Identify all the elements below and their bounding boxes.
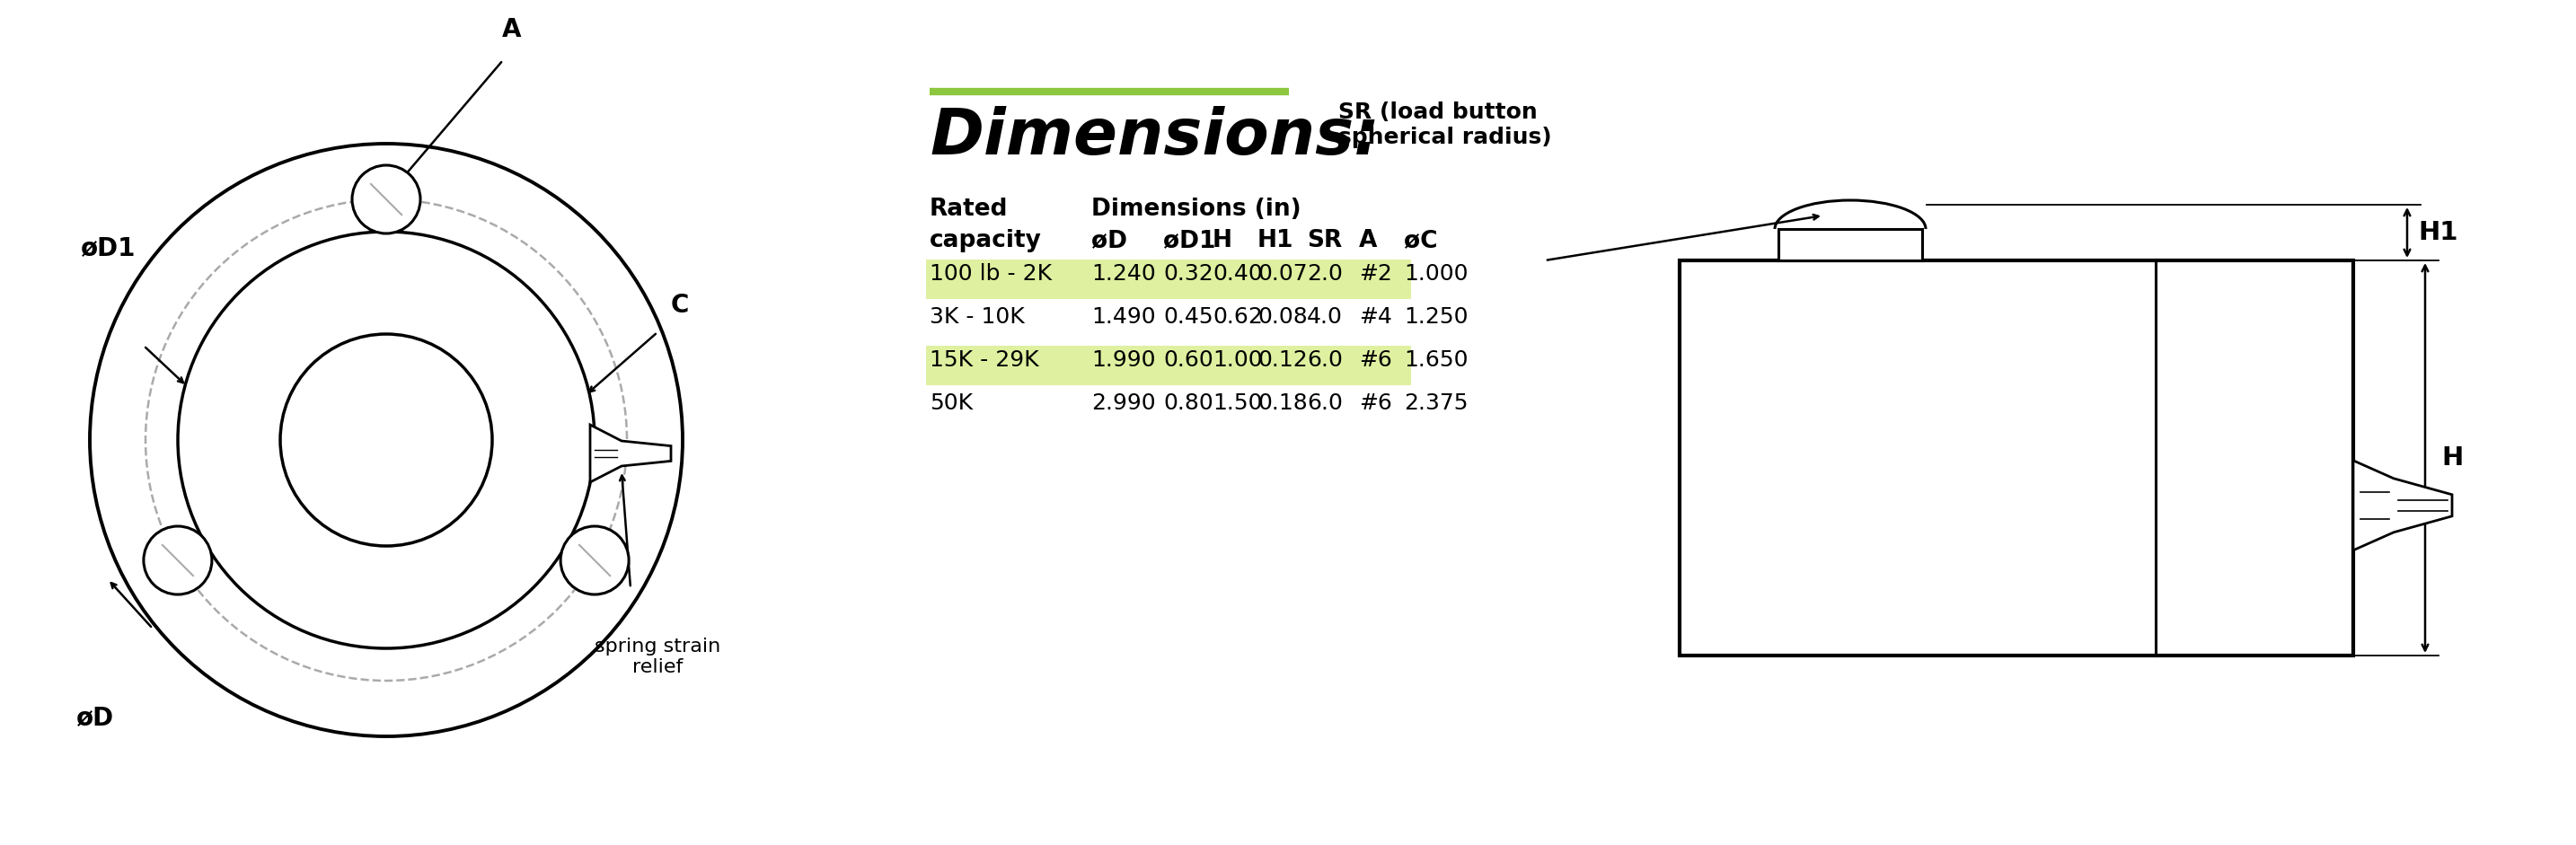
Text: H: H [2442,445,2463,471]
Text: spring strain
relief: spring strain relief [595,638,721,676]
Bar [925,259,1412,299]
Text: Rated: Rated [930,198,1007,221]
Bar [1777,229,1922,260]
Polygon shape [2354,461,2452,550]
Text: A: A [1360,229,1378,253]
Text: 3K - 10K: 3K - 10K [930,306,1025,328]
Text: #6: #6 [1360,349,1391,371]
Text: 0.60: 0.60 [1164,349,1213,371]
Text: 0.80: 0.80 [1164,392,1213,414]
Text: øD: øD [1092,229,1128,253]
Bar [925,346,1412,385]
Text: øD1: øD1 [1164,229,1216,253]
Text: øD: øD [77,705,113,730]
Text: SR: SR [1306,229,1342,253]
Text: Dimensions (in): Dimensions (in) [1092,198,1301,221]
Text: 1.240: 1.240 [1092,263,1157,285]
Text: 1.250: 1.250 [1404,306,1468,328]
Text: 1.000: 1.000 [1404,263,1468,285]
Text: #2: #2 [1360,263,1391,285]
Text: 6.0: 6.0 [1306,392,1342,414]
Circle shape [562,526,629,595]
Text: 0.12: 0.12 [1257,349,1309,371]
Text: 0.07: 0.07 [1257,263,1309,285]
Text: 4.0: 4.0 [1306,306,1342,328]
Text: C: C [670,292,690,318]
Text: 2.0: 2.0 [1306,263,1342,285]
Bar [1680,260,2354,656]
Text: 0.32: 0.32 [1164,263,1213,285]
Text: H1: H1 [2419,220,2458,245]
Text: SR (load button
spherical radius): SR (load button spherical radius) [1340,101,1551,148]
Text: 50K: 50K [930,392,974,414]
Text: H1: H1 [1257,229,1293,253]
Text: 1.00: 1.00 [1213,349,1262,371]
Text: 100 lb - 2K: 100 lb - 2K [930,263,1051,285]
Text: 6.0: 6.0 [1306,349,1342,371]
Text: H: H [1213,229,1231,253]
Text: 2.375: 2.375 [1404,392,1468,414]
Text: 1.50: 1.50 [1213,392,1262,414]
Circle shape [144,526,211,595]
Text: 1.990: 1.990 [1092,349,1157,371]
Circle shape [353,166,420,233]
Text: 0.08: 0.08 [1257,306,1309,328]
Text: capacity: capacity [930,229,1041,253]
Text: #4: #4 [1360,306,1391,328]
Text: 0.62: 0.62 [1213,306,1262,328]
Text: 0.45: 0.45 [1164,306,1213,328]
Text: Dimensions:: Dimensions: [930,106,1381,168]
Text: 0.18: 0.18 [1257,392,1309,414]
Text: 1.650: 1.650 [1404,349,1468,371]
Text: øC: øC [1404,229,1437,253]
Text: øD1: øD1 [80,235,137,260]
Text: 1.490: 1.490 [1092,306,1157,328]
Text: A: A [502,17,520,42]
Text: 15K - 29K: 15K - 29K [930,349,1038,371]
Text: 2.990: 2.990 [1092,392,1157,414]
Text: #6: #6 [1360,392,1391,414]
Polygon shape [590,425,670,482]
Text: 0.40: 0.40 [1213,263,1262,285]
